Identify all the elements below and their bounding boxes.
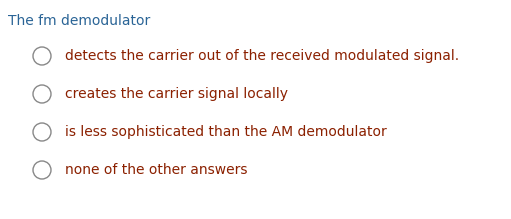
Text: none of the other answers: none of the other answers xyxy=(65,163,247,177)
Text: creates the carrier signal locally: creates the carrier signal locally xyxy=(65,87,288,101)
Text: detects the carrier out of the received modulated signal.: detects the carrier out of the received … xyxy=(65,49,459,63)
Text: The fm demodulator: The fm demodulator xyxy=(8,14,150,28)
Text: is less sophisticated than the AM demodulator: is less sophisticated than the AM demodu… xyxy=(65,125,387,139)
